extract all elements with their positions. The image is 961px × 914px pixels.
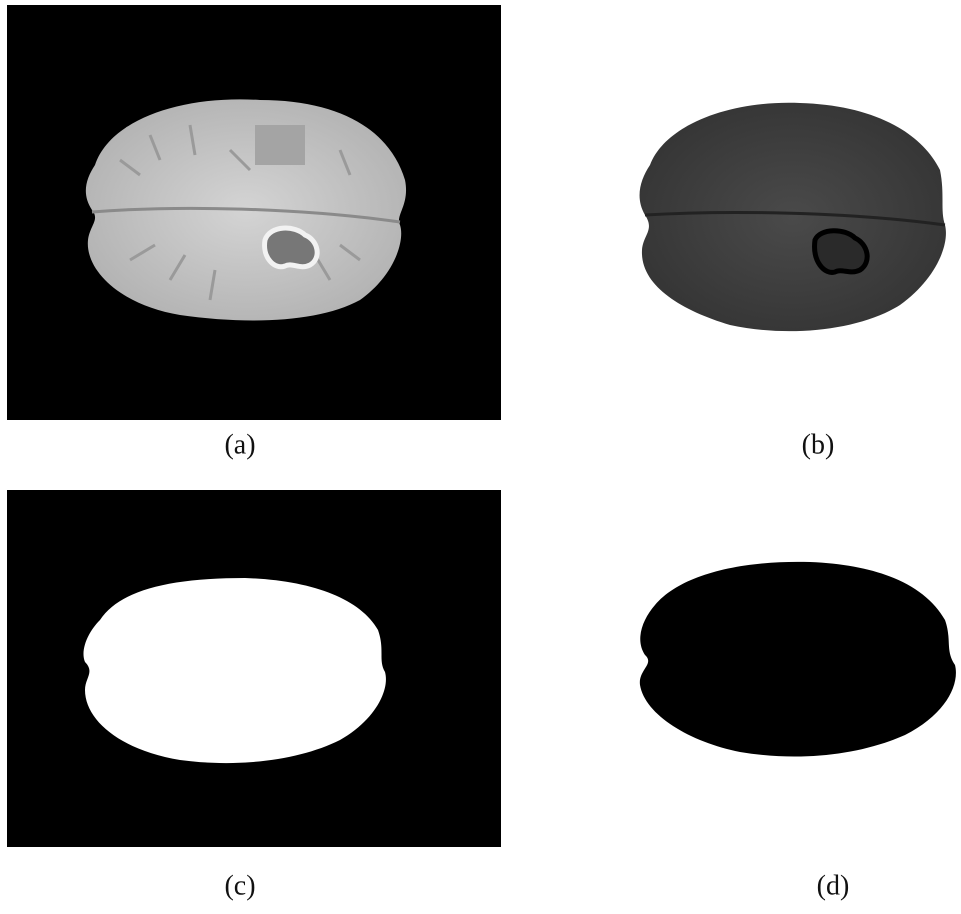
inverse-mask xyxy=(640,562,956,757)
caption: (b) xyxy=(802,429,835,460)
brain-mask xyxy=(83,578,385,763)
lesion-shadow xyxy=(255,125,305,165)
figure: (a) (b) (c) (d) xyxy=(0,0,961,914)
brain-slice xyxy=(640,103,946,331)
panel-c xyxy=(7,490,501,847)
panel-a xyxy=(7,5,501,420)
caption: (d) xyxy=(817,870,850,901)
panel-b xyxy=(640,103,946,331)
caption: (a) xyxy=(224,429,255,460)
panel-d xyxy=(640,562,956,757)
caption: (c) xyxy=(224,870,255,901)
